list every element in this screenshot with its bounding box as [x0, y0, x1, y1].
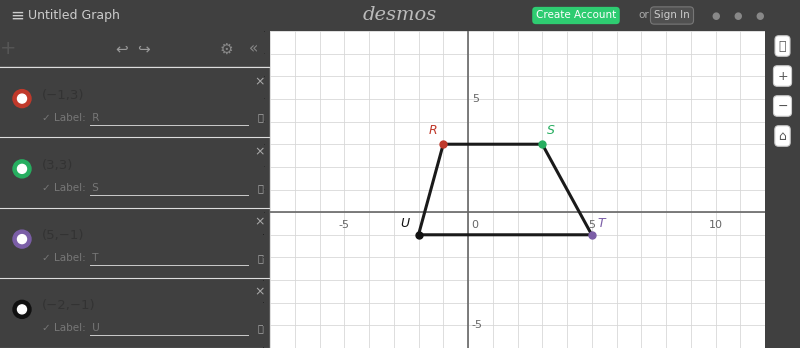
Text: +: + — [777, 70, 788, 82]
Text: ✓ Label:  S: ✓ Label: S — [42, 183, 99, 193]
Text: ✓ Label:  R: ✓ Label: R — [42, 113, 99, 122]
Circle shape — [18, 305, 26, 314]
Text: 5: 5 — [472, 94, 478, 104]
Text: or: or — [638, 10, 650, 21]
Text: ×: × — [254, 215, 266, 229]
Text: ●: ● — [756, 10, 764, 21]
Text: (5,−1): (5,−1) — [42, 229, 85, 242]
Circle shape — [18, 164, 26, 173]
Text: ●: ● — [734, 10, 742, 21]
Text: ✓ Label:  U: ✓ Label: U — [42, 323, 100, 333]
Text: «: « — [249, 41, 258, 56]
Text: ×: × — [254, 75, 266, 88]
Text: (3,3): (3,3) — [42, 159, 74, 172]
Text: 10: 10 — [709, 220, 722, 230]
Text: ≡: ≡ — [10, 7, 24, 24]
Text: Untitled Graph: Untitled Graph — [28, 9, 120, 22]
Text: 🔧: 🔧 — [257, 183, 263, 193]
Text: ×: × — [254, 145, 266, 158]
Text: 5: 5 — [588, 220, 595, 230]
Circle shape — [18, 94, 26, 103]
Text: R: R — [429, 125, 438, 137]
Text: U: U — [400, 217, 410, 230]
Text: ↩: ↩ — [115, 41, 128, 56]
Text: Create Account: Create Account — [536, 10, 616, 21]
Circle shape — [13, 160, 31, 178]
Text: ●: ● — [712, 10, 720, 21]
Text: ×: × — [254, 286, 266, 299]
Text: 🔧: 🔧 — [778, 40, 786, 53]
Circle shape — [13, 90, 31, 108]
Text: 🔧: 🔧 — [257, 323, 263, 333]
Text: 0: 0 — [472, 220, 478, 230]
Circle shape — [13, 300, 31, 318]
Text: S: S — [547, 125, 555, 137]
Text: 🔧: 🔧 — [257, 253, 263, 263]
Text: 🔧: 🔧 — [257, 113, 263, 122]
Circle shape — [13, 230, 31, 248]
Text: −: − — [778, 100, 788, 112]
Text: ⌂: ⌂ — [778, 129, 786, 142]
Text: Sign In: Sign In — [654, 10, 690, 21]
Text: desmos: desmos — [363, 7, 437, 24]
Text: -5: -5 — [338, 220, 350, 230]
Text: (−2,−1): (−2,−1) — [42, 299, 96, 313]
Text: ↪: ↪ — [137, 41, 150, 56]
Circle shape — [18, 235, 26, 244]
Text: +: + — [0, 40, 16, 58]
Text: ✓ Label:  T: ✓ Label: T — [42, 253, 98, 263]
Text: (−1,3): (−1,3) — [42, 89, 85, 102]
Text: T: T — [598, 217, 606, 230]
Text: ⚙: ⚙ — [220, 41, 234, 56]
Text: -5: -5 — [472, 321, 482, 330]
